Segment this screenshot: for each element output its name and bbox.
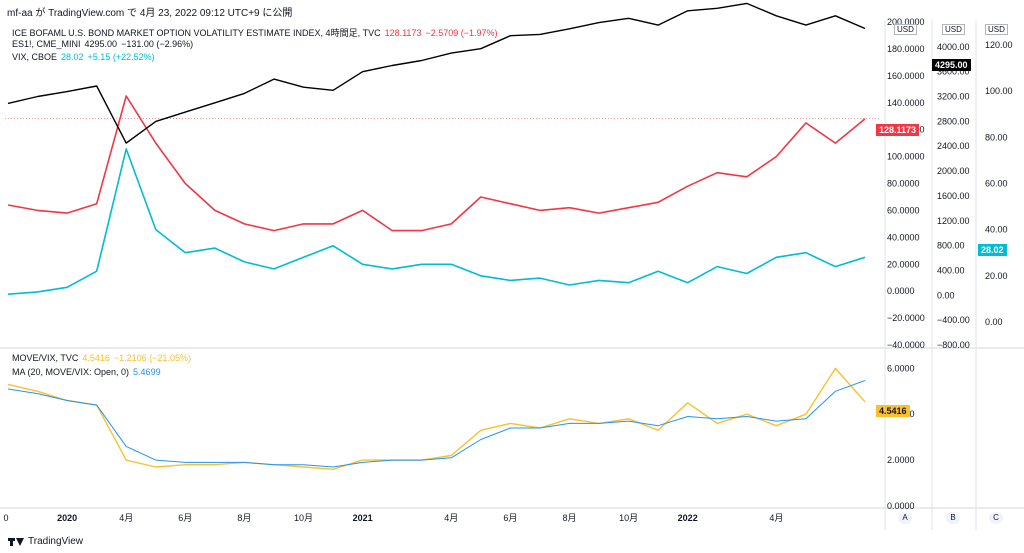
es-axis-tick: 800.00 xyxy=(937,241,965,251)
legend-ratio: MOVE/VIX, TVC 4.5416 −1.2106 (−21.05%) xyxy=(12,353,195,363)
legend-vix-value: 28.02 xyxy=(61,52,84,62)
time-axis-tick: 2021 xyxy=(353,513,373,523)
time-axis-tick: 8月 xyxy=(237,513,251,523)
time-axis-tick: 4月 xyxy=(769,513,783,523)
scale-button-b[interactable]: B xyxy=(946,512,960,524)
legend-move-name: ICE BOFAML U.S. BOND MARKET OPTION VOLAT… xyxy=(12,28,381,38)
legend-ratio-name: MOVE/VIX, TVC xyxy=(12,353,79,363)
move-axis-tick: 140.0000 xyxy=(887,98,925,108)
time-axis-tick: 8月 xyxy=(562,513,576,523)
es-axis-tick: 400.00 xyxy=(937,265,965,275)
legend-ma-name: MA (20, MOVE/VIX: Open, 0) xyxy=(12,367,130,377)
legend-vix: VIX, CBOE 28.02 +5.15 (+22.52%) xyxy=(12,52,159,62)
es-axis-tick: −400.00 xyxy=(937,315,970,325)
ma-series-line xyxy=(7,380,866,468)
currency-label-left[interactable]: USD xyxy=(894,24,917,35)
legend-ma: MA (20, MOVE/VIX: Open, 0) 5.4699 xyxy=(12,367,165,377)
move-axis-tick: 80.0000 xyxy=(887,179,920,189)
legend-move: ICE BOFAML U.S. BOND MARKET OPTION VOLAT… xyxy=(12,26,502,39)
time-axis-tick: 6月 xyxy=(503,513,517,523)
move-axis-tick: 60.0000 xyxy=(887,205,920,215)
move-axis-tick: −40.0000 xyxy=(887,340,925,350)
es-axis-tick: 1200.00 xyxy=(937,216,970,226)
legend-es-change: −131.00 (−2.96%) xyxy=(121,39,194,49)
move-series-line xyxy=(7,95,866,232)
es-axis-tick: 1600.00 xyxy=(937,191,970,201)
move-axis-tick: 200.0000 xyxy=(887,17,925,27)
es-axis-tick: −800.00 xyxy=(937,340,970,350)
time-axis-tick: 0 xyxy=(3,513,8,523)
vix-price-badge: 28.02 xyxy=(978,244,1007,256)
move-price-badge: 128.1173 xyxy=(876,124,920,136)
ratio-axis-tick: 2.0000 xyxy=(887,455,915,465)
move-axis-tick: −20.0000 xyxy=(887,313,925,323)
currency-label-right[interactable]: USD xyxy=(985,24,1008,35)
currency-label-middle[interactable]: USD xyxy=(942,24,965,35)
es-axis-tick: 3200.00 xyxy=(937,92,970,102)
ratio-series-line xyxy=(7,367,866,470)
scale-button-c[interactable]: C xyxy=(989,512,1003,524)
move-axis-tick: 20.0000 xyxy=(887,259,920,269)
legend-vix-change: +5.15 (+22.52%) xyxy=(87,52,155,62)
legend-move-value: 128.1173 xyxy=(384,28,422,38)
legend-es-name: ES1!, CME_MINI xyxy=(12,39,81,49)
vix-axis-tick: 0.00 xyxy=(985,317,1003,327)
time-axis-tick: 4月 xyxy=(444,513,458,523)
es-series-line xyxy=(7,2,866,144)
time-axis-tick: 6月 xyxy=(178,513,192,523)
vix-axis-tick: 80.00 xyxy=(985,132,1008,142)
time-axis-tick: 2020 xyxy=(57,513,77,523)
move-axis-tick: 160.0000 xyxy=(887,71,925,81)
ratio-price-badge: 4.5416 xyxy=(876,405,910,417)
es-axis-tick: 2800.00 xyxy=(937,116,970,126)
legend-ma-value: 5.4699 xyxy=(133,367,161,377)
vix-axis-tick: 40.00 xyxy=(985,225,1008,235)
legend-es-value: 4295.00 xyxy=(84,39,118,49)
vix-axis-tick: 100.00 xyxy=(985,86,1013,96)
vix-series-line xyxy=(7,148,866,295)
es-axis-tick: 2400.00 xyxy=(937,141,970,151)
tradingview-logo-icon xyxy=(8,537,24,547)
time-axis-tick: 10月 xyxy=(294,513,313,523)
legend-move-change: −2.5709 (−1.97%) xyxy=(425,28,498,38)
es-price-badge: 4295.00 xyxy=(932,59,971,71)
move-axis-tick: 100.0000 xyxy=(887,152,925,162)
vix-axis-tick: 60.00 xyxy=(985,179,1008,189)
footer-branding[interactable]: TradingView xyxy=(8,536,83,547)
move-axis-tick: 180.0000 xyxy=(887,44,925,54)
publish-header: mf-aa が TradingView.com で 4月 23, 2022 09… xyxy=(7,8,293,19)
move-axis-tick: 0.0000 xyxy=(887,286,915,296)
time-axis-tick: 4月 xyxy=(119,513,133,523)
time-axis-tick: 2022 xyxy=(678,513,698,523)
es-axis-tick: 3600.00 xyxy=(937,67,970,77)
vix-axis-tick: 20.00 xyxy=(985,271,1008,281)
es-axis-tick: 0.00 xyxy=(937,290,955,300)
footer-brand-text: TradingView xyxy=(28,536,84,547)
legend-ratio-value: 4.5416 xyxy=(82,353,110,363)
ratio-axis-tick: 6.0000 xyxy=(887,363,915,373)
legend-vix-name: VIX, CBOE xyxy=(12,52,58,62)
es-axis-tick: 2000.00 xyxy=(937,166,970,176)
scale-button-a[interactable]: A xyxy=(898,512,912,524)
move-axis-tick: 40.0000 xyxy=(887,232,920,242)
ratio-axis-tick: 0.0000 xyxy=(887,501,915,511)
vix-axis-tick: 120.00 xyxy=(985,40,1013,50)
legend-ratio-change: −1.2106 (−21.05%) xyxy=(113,353,191,363)
legend-es: ES1!, CME_MINI 4295.00 −131.00 (−2.96%) xyxy=(12,39,197,49)
es-axis-tick: 4000.00 xyxy=(937,42,970,52)
time-axis-tick: 10月 xyxy=(619,513,638,523)
